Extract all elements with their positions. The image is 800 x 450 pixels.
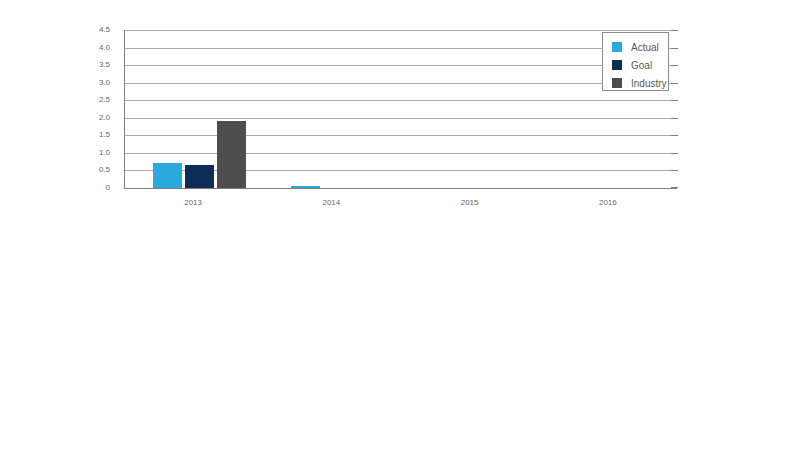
y-tick-label-1.0: 1.0 [60,149,110,157]
legend-swatch-industry-icon [612,78,622,88]
y-tick-label-2.0: 2.0 [60,114,110,122]
y-axis-right-tick [671,48,678,49]
gridline-1.5 [124,135,677,136]
y-axis-right-tick [671,135,678,136]
y-tick-label-4.5: 4.5 [60,26,110,34]
gridline-1.0 [124,153,677,154]
y-axis-right-tick [671,118,678,119]
y-axis-right-tick [671,100,678,101]
y-axis-line [124,30,125,188]
x-tick-label-2016: 2016 [578,199,638,207]
y-axis-right-tick [671,65,678,66]
bar-industry-2013 [217,121,246,188]
y-axis-right-tick [671,83,678,84]
y-tick-label-3.5: 3.5 [60,61,110,69]
gridline-3.5 [124,65,677,66]
legend-row-industry: Industry [612,74,668,92]
x-tick-label-2014: 2014 [301,199,361,207]
legend-label-industry: Industry [631,78,667,89]
gridline-4.5 [124,30,677,31]
y-tick-label-0: 0 [60,184,110,192]
x-tick-label-2013: 2013 [163,199,223,207]
legend-swatch-actual-icon [612,42,622,52]
gridline-2.5 [124,100,677,101]
y-axis-right-tick [671,153,678,154]
gridline-2.0 [124,118,677,119]
legend: Actual Goal Industry [602,32,669,91]
y-tick-label-4.0: 4.0 [60,44,110,52]
x-axis-line [124,188,677,189]
legend-swatch-goal-icon [612,60,622,70]
bar-goal-2013 [185,165,214,188]
y-axis-right-tick [671,30,678,31]
y-tick-label-1.5: 1.5 [60,131,110,139]
x-tick-label-2015: 2015 [440,199,500,207]
gridline-3.0 [124,83,677,84]
legend-row-goal: Goal [612,56,668,74]
plot-area [124,30,677,188]
y-tick-label-3.0: 3.0 [60,79,110,87]
y-tick-label-0.5: 0.5 [60,166,110,174]
legend-label-actual: Actual [631,42,659,53]
legend-label-goal: Goal [631,60,652,71]
legend-row-actual: Actual [612,38,668,56]
y-tick-label-2.5: 2.5 [60,96,110,104]
bar-actual-2013 [153,163,182,188]
y-axis-right-tick [671,170,678,171]
chart-canvas: 4.5 4.0 3.5 3.0 2.5 2.0 1.5 1.0 0.5 0 2013 2014 201… [0,0,800,450]
gridline-4.0 [124,48,677,49]
